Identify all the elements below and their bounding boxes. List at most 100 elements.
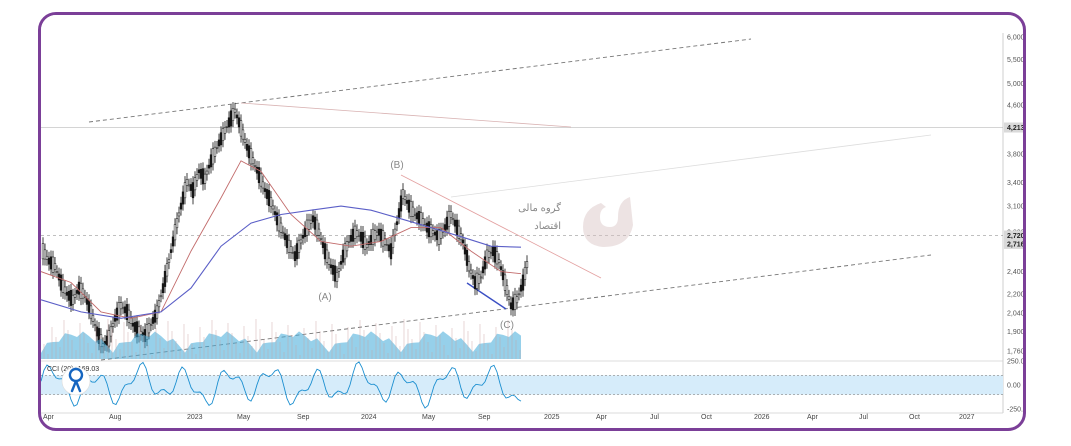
candle-body: [457, 225, 461, 239]
candle-body: [515, 296, 519, 304]
candle-body: [375, 231, 379, 236]
candle-body: [63, 286, 67, 294]
b-trend-line: [400, 174, 602, 279]
candle-body: [217, 139, 221, 147]
candle-body: [427, 221, 431, 238]
candle-body: [381, 230, 385, 247]
candle-body: [337, 268, 341, 272]
candle-body: [403, 196, 407, 200]
candle-body: [333, 265, 337, 282]
candle-body: [469, 269, 473, 274]
candle-body: [201, 168, 205, 185]
candle-body: [495, 251, 499, 265]
brand-subtitle: اقتصاد: [534, 221, 561, 232]
price-marker-box: [1004, 230, 1023, 241]
candle-body: [415, 212, 419, 220]
candle-body: [149, 324, 153, 327]
candle-body: [473, 276, 477, 289]
candle-body: [115, 307, 119, 321]
x-tick-label: May: [237, 414, 251, 421]
candle-body: [271, 205, 275, 210]
candle-body: [313, 216, 317, 230]
price-marker-label: 4,213: [1007, 125, 1023, 132]
candle-body: [71, 294, 75, 305]
candle-body: [79, 282, 83, 299]
x-tick-label: Jul: [859, 414, 868, 421]
candle-body: [205, 170, 209, 175]
candle-body: [287, 239, 291, 253]
candle-body: [41, 243, 45, 260]
cci-tick-label: -250.00: [1007, 407, 1023, 414]
candle-body: [475, 272, 479, 289]
candle-body: [227, 117, 231, 128]
candle-body: [177, 212, 181, 217]
candle-body: [59, 274, 63, 291]
candle-body: [363, 236, 367, 250]
candle-body: [151, 317, 155, 324]
x-tick-label: Sep: [478, 414, 491, 421]
x-tick-label: Aug: [109, 414, 122, 421]
candle-body: [409, 201, 413, 217]
candle-body: [233, 108, 237, 113]
candle-body: [303, 227, 307, 238]
cci-line: [41, 361, 522, 409]
candle-body: [485, 249, 489, 263]
candle-body: [45, 255, 49, 260]
candle-body: [493, 246, 497, 263]
candle-body: [47, 257, 51, 265]
candle-body: [53, 263, 57, 270]
long-moving-average: [41, 205, 522, 319]
candle-body: [263, 188, 267, 192]
candle-body: [139, 330, 143, 335]
candle-body: [195, 174, 199, 181]
candle-body: [191, 182, 195, 199]
candle-body: [269, 197, 273, 207]
candle-body: [157, 300, 161, 308]
candle-body: [433, 231, 437, 236]
candle-body: [203, 173, 207, 184]
candle-body: [223, 127, 227, 134]
candle-body: [89, 305, 93, 319]
y-tick-label: 2,400: [1007, 269, 1023, 276]
candle-body: [387, 244, 391, 252]
candle-body: [343, 243, 347, 260]
candle-body: [359, 231, 363, 242]
candle-body: [109, 326, 113, 337]
x-tick-label: Apr: [596, 414, 608, 421]
candle-body: [273, 211, 277, 215]
candle-body: [357, 234, 361, 237]
candle-body: [483, 256, 487, 270]
candle-body: [161, 283, 165, 294]
candle-body: [449, 211, 453, 218]
candle-body: [163, 270, 167, 287]
candle-body: [395, 221, 399, 225]
candle-body: [437, 228, 441, 245]
candle-body: [345, 241, 349, 252]
candle-body: [323, 243, 327, 260]
candle-body: [307, 219, 311, 230]
candle-body: [289, 246, 293, 253]
candle-body: [95, 326, 99, 337]
x-tick-label: May: [422, 414, 436, 421]
candle-body: [123, 306, 127, 314]
candle-body: [173, 224, 177, 241]
candle-body: [213, 146, 217, 157]
c-wave-line: [466, 282, 507, 310]
candle-body: [189, 184, 193, 191]
candle-body: [389, 243, 393, 260]
candle-body: [391, 235, 395, 248]
candle-body: [69, 289, 73, 306]
candle-body: [461, 239, 465, 244]
brand-logo-mark: [583, 197, 633, 247]
price-marker-label: 2,720: [1007, 233, 1023, 240]
candle-body: [167, 259, 171, 263]
candle-body: [487, 251, 491, 258]
x-tick-label: 2027: [959, 414, 975, 421]
candle-body: [315, 219, 319, 236]
candle-body: [335, 272, 339, 282]
candle-body: [465, 249, 469, 266]
candle-body: [219, 132, 223, 146]
candle-body: [281, 231, 285, 234]
y-tick-label: 1,760: [1007, 349, 1023, 356]
y-tick-label: 2,200: [1007, 291, 1023, 298]
